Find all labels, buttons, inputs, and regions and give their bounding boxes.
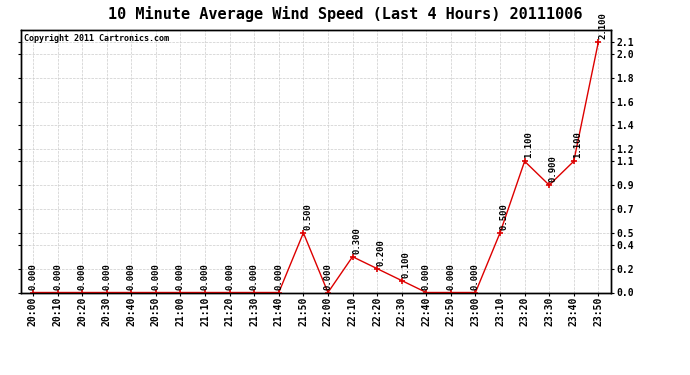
Text: 2.100: 2.100 — [598, 12, 607, 39]
Text: 0.000: 0.000 — [176, 263, 185, 290]
Text: 0.000: 0.000 — [201, 263, 210, 290]
Text: 0.300: 0.300 — [352, 227, 361, 254]
Text: 0.000: 0.000 — [127, 263, 136, 290]
Text: 0.000: 0.000 — [471, 263, 480, 290]
Text: 10 Minute Average Wind Speed (Last 4 Hours) 20111006: 10 Minute Average Wind Speed (Last 4 Hou… — [108, 6, 582, 22]
Text: 0.100: 0.100 — [402, 251, 411, 278]
Text: 1.100: 1.100 — [573, 132, 582, 159]
Text: 0.000: 0.000 — [225, 263, 234, 290]
Text: 0.000: 0.000 — [446, 263, 455, 290]
Text: 0.000: 0.000 — [53, 263, 62, 290]
Text: 0.000: 0.000 — [275, 263, 284, 290]
Text: 0.000: 0.000 — [324, 263, 333, 290]
Text: 0.000: 0.000 — [151, 263, 160, 290]
Text: 0.000: 0.000 — [78, 263, 87, 290]
Text: 0.000: 0.000 — [422, 263, 431, 290]
Text: 0.500: 0.500 — [500, 203, 509, 230]
Text: 1.100: 1.100 — [524, 132, 533, 159]
Text: 0.500: 0.500 — [303, 203, 312, 230]
Text: 0.000: 0.000 — [102, 263, 111, 290]
Text: 0.900: 0.900 — [549, 156, 558, 182]
Text: Copyright 2011 Cartronics.com: Copyright 2011 Cartronics.com — [23, 34, 168, 43]
Text: 0.000: 0.000 — [250, 263, 259, 290]
Text: 0.000: 0.000 — [28, 263, 37, 290]
Text: 0.200: 0.200 — [377, 239, 386, 266]
